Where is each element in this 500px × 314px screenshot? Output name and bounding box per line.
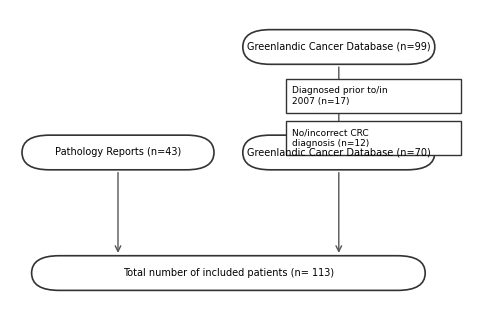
FancyBboxPatch shape	[243, 135, 435, 170]
FancyBboxPatch shape	[286, 121, 461, 155]
Text: Total number of included patients (n= 113): Total number of included patients (n= 11…	[123, 268, 334, 278]
FancyBboxPatch shape	[22, 135, 214, 170]
Text: Pathology Reports (n=43): Pathology Reports (n=43)	[55, 148, 181, 158]
FancyBboxPatch shape	[32, 256, 425, 290]
Text: Greenlandic Cancer Database (n=99): Greenlandic Cancer Database (n=99)	[247, 42, 430, 52]
Text: Greenlandic Cancer Database (n=70): Greenlandic Cancer Database (n=70)	[247, 148, 430, 158]
Text: No/incorrect CRC
diagnosis (n=12): No/incorrect CRC diagnosis (n=12)	[292, 128, 369, 148]
FancyBboxPatch shape	[286, 78, 461, 113]
Text: Diagnosed prior to/in
2007 (n=17): Diagnosed prior to/in 2007 (n=17)	[292, 86, 388, 106]
FancyBboxPatch shape	[243, 30, 435, 64]
